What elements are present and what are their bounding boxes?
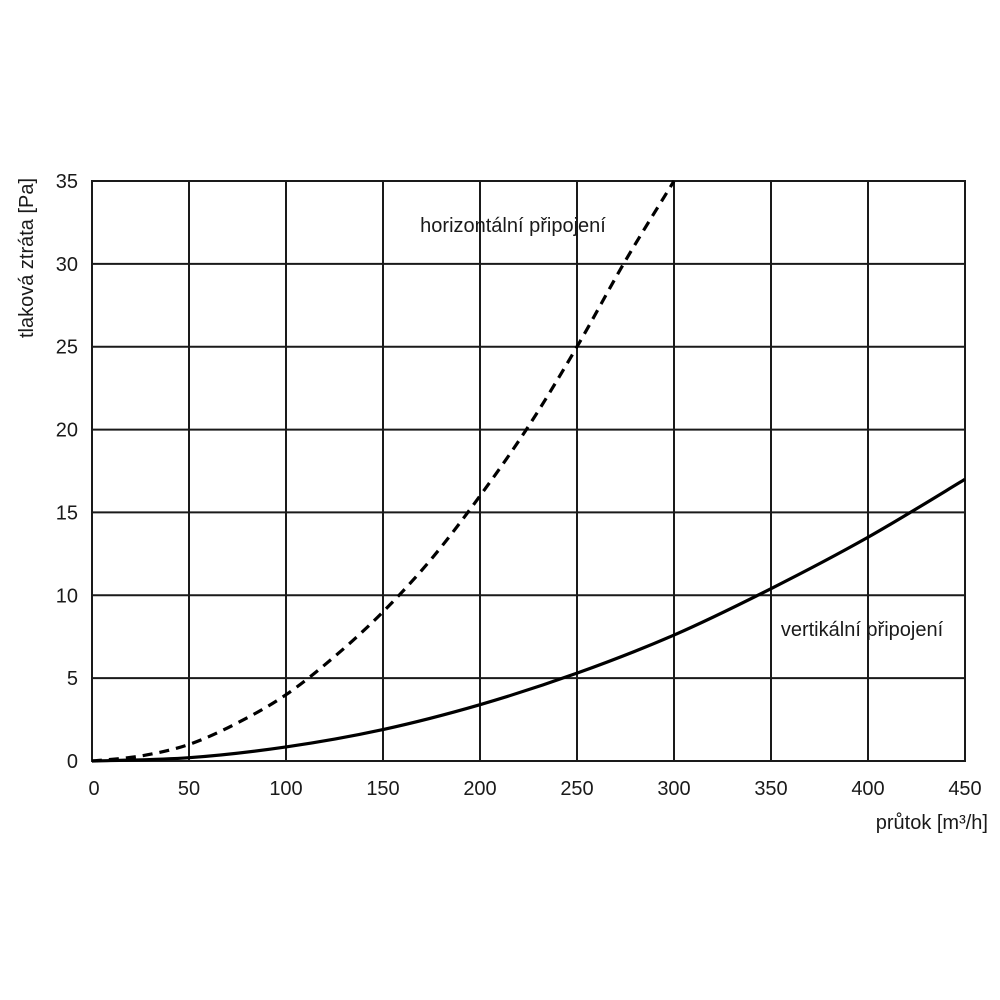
y-axis-title: tlaková ztráta [Pa] xyxy=(16,178,38,338)
y-tick-label: 15 xyxy=(56,502,78,524)
x-tick-label: 0 xyxy=(88,778,99,800)
series-group xyxy=(91,180,966,763)
series-label-horizontal: horizontální připojení xyxy=(420,215,606,237)
x-tick-labels: 0 50 100 150 200 250 300 350 400 450 xyxy=(88,778,981,800)
series-line-vertical xyxy=(91,477,966,763)
y-tick-label: 0 xyxy=(67,751,78,773)
y-tick-label: 5 xyxy=(67,668,78,690)
x-tick-label: 250 xyxy=(560,778,593,800)
grid xyxy=(91,180,966,762)
y-tick-label: 10 xyxy=(56,585,78,607)
series-line-horizontal xyxy=(91,180,676,763)
y-tick-labels: 0 5 10 15 20 25 30 35 xyxy=(56,171,78,773)
x-tick-label: 50 xyxy=(178,778,200,800)
x-tick-label: 300 xyxy=(657,778,690,800)
x-axis-title: průtok [m³/h] xyxy=(876,812,988,834)
plot-frame xyxy=(91,180,966,762)
x-tick-label: 450 xyxy=(948,778,981,800)
x-tick-label: 100 xyxy=(269,778,302,800)
y-tick-label: 30 xyxy=(56,254,78,276)
y-tick-label: 25 xyxy=(56,337,78,359)
y-tick-label: 20 xyxy=(56,420,78,442)
x-tick-label: 400 xyxy=(851,778,884,800)
x-tick-label: 150 xyxy=(366,778,399,800)
y-tick-label: 35 xyxy=(56,171,78,193)
series-label-vertical: vertikální připojení xyxy=(781,619,944,641)
x-tick-label: 200 xyxy=(463,778,496,800)
x-tick-label: 350 xyxy=(754,778,787,800)
